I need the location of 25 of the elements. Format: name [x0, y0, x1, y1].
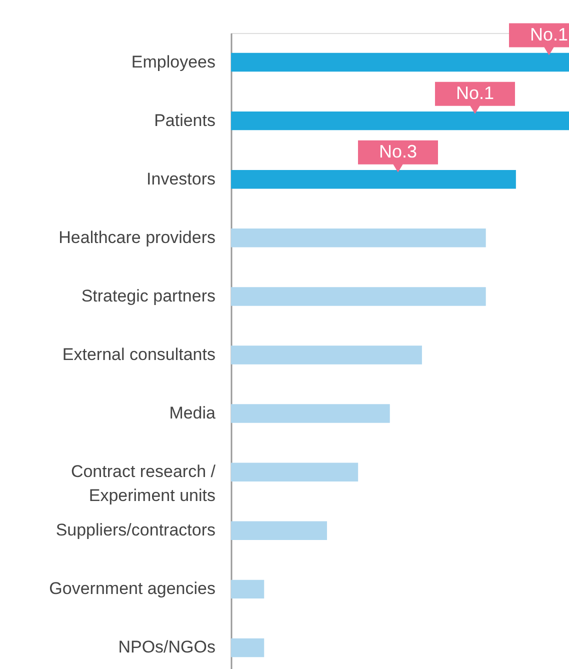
bar: [231, 228, 486, 248]
y-tick-label: Employees: [131, 52, 216, 72]
y-tick-label: Healthcare providers: [58, 228, 216, 247]
y-tick-label: Investors: [146, 169, 216, 188]
y-tick-label: Suppliers/contractors: [56, 520, 216, 540]
y-tick-label: External consultants: [62, 345, 216, 364]
y-tick-label: Media: [169, 404, 216, 423]
annotation: No.1: [456, 82, 494, 103]
y-tick-label: Government agencies: [49, 579, 216, 598]
annotation: No.3: [378, 141, 418, 162]
bar: [231, 404, 390, 423]
y-tick-label: NPOs/NGOs: [118, 638, 216, 657]
annotation: No.1: [530, 24, 568, 44]
y-tick-label: Strategic partners: [81, 286, 216, 306]
bar: [231, 638, 264, 658]
bar: [231, 287, 486, 306]
bar: [231, 346, 422, 364]
bar: [231, 111, 569, 130]
bar: [231, 521, 327, 540]
bar: [231, 170, 516, 189]
bar: [231, 52, 569, 72]
bar: [231, 462, 358, 482]
bar: [231, 580, 264, 599]
y-tick-label: Contract research / Experiment units: [70, 462, 216, 506]
y-tick-label: Patients: [154, 110, 216, 130]
